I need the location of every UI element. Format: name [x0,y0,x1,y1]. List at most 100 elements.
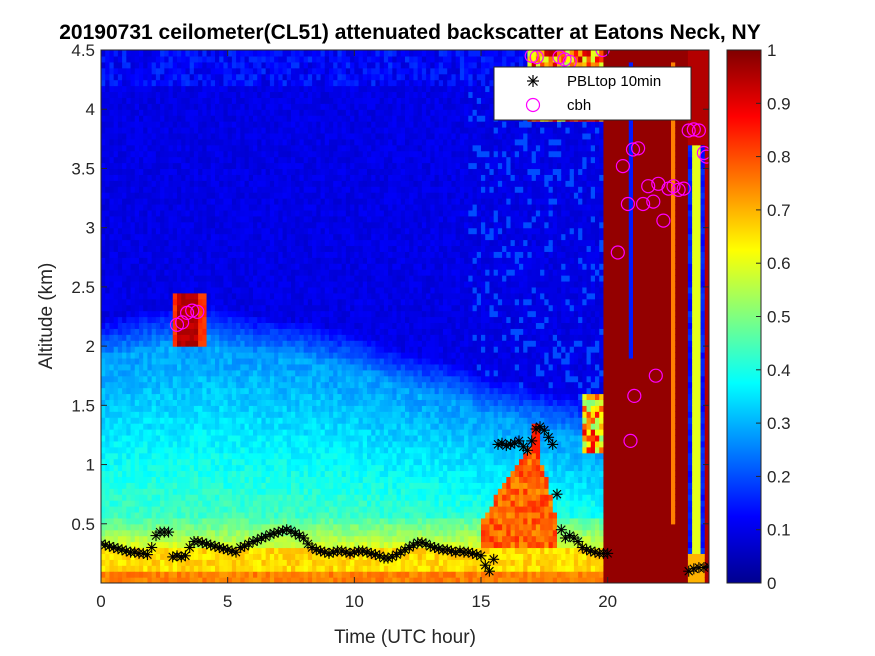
heatmap-cell [286,417,292,424]
heatmap-cell [181,381,187,389]
heatmap-cell [236,375,241,383]
heatmap-cell [278,209,284,217]
heatmap-cell [155,221,161,229]
heatmap-cell [198,369,203,377]
heatmap-cell [177,541,182,549]
heatmap-cell [244,221,250,229]
heatmap-cell [223,340,229,347]
heatmap-cell [316,304,322,312]
heatmap-cell [291,263,296,270]
heatmap-cell [282,458,288,466]
heatmap-cell [257,506,263,513]
heatmap-cell [231,357,237,365]
heatmap-cell [147,482,153,489]
heatmap-cell [122,162,127,170]
heatmap-cell [269,132,275,140]
heatmap-cell [248,192,254,199]
heatmap-cell [160,535,165,543]
heatmap-cell [117,286,123,294]
heatmap-cell [172,61,178,69]
heatmap-cell [101,523,106,531]
heatmap-cell [113,322,119,329]
heatmap-cell [117,186,123,193]
heatmap-cell [193,476,199,483]
heatmap-cell [291,304,296,312]
heatmap-cell [299,423,305,430]
heatmap-cell [278,138,284,146]
heatmap-cell [122,517,127,525]
heatmap-cell [215,470,220,477]
heatmap-cell [278,488,284,495]
heatmap-cell [303,547,309,554]
heatmap-cell [198,186,203,193]
heatmap-cell [143,405,149,412]
heatmap-cell [295,565,301,572]
heatmap-cell [248,541,254,549]
heatmap-cell [139,571,144,578]
heatmap-cell [320,328,326,335]
heatmap-cell [210,316,216,324]
heatmap-cell [286,103,292,110]
heatmap-cell [223,541,229,549]
heatmap-cell [139,399,144,406]
heatmap-cell [253,97,258,104]
heatmap-cell [244,565,250,572]
heatmap-cell [215,559,220,566]
heatmap-cell [312,476,317,483]
heatmap-cell [122,126,127,134]
heatmap-cell [265,138,271,146]
heatmap-cell [168,280,174,288]
heatmap-cell [215,440,220,448]
heatmap-cell [126,198,132,205]
heatmap-cell [181,375,187,383]
heatmap-cell [172,132,178,140]
heatmap-cell [109,547,115,554]
heatmap-cell [101,209,106,217]
heatmap-cell [278,227,284,235]
heatmap-cell [240,316,246,324]
heatmap-cell [177,357,182,365]
heatmap-cell [189,429,195,436]
heatmap-cell [274,523,279,531]
heatmap-cell [202,198,208,205]
heatmap-cell [303,553,309,560]
heatmap-cell [147,251,153,258]
heatmap-cell [117,511,123,519]
heatmap-cell [286,239,292,247]
heatmap-cell [219,458,225,466]
heatmap-cell [265,67,271,75]
heatmap-cell [215,571,220,578]
heatmap-cell [160,434,165,442]
heatmap-cell [236,429,241,436]
heatmap-cell [151,429,157,436]
heatmap-cell [274,369,279,377]
heatmap-cell [130,251,136,258]
heatmap-cell [193,275,199,282]
heatmap-cell [202,103,208,110]
heatmap-cell [113,411,119,418]
heatmap-cell [244,304,250,312]
heatmap-cell [198,239,203,247]
heatmap-cell [198,405,203,412]
heatmap-cell [134,559,140,566]
heatmap-cell [113,138,119,146]
heatmap-cell [244,85,250,93]
heatmap-cell [261,263,267,270]
heatmap-cell [286,482,292,489]
heatmap-cell [172,529,178,537]
heatmap-cell [316,269,322,276]
heatmap-cell [177,417,182,424]
heatmap-cell [130,577,136,583]
heatmap-cell [105,286,111,294]
heatmap-cell [253,138,258,146]
heatmap-cell [168,50,174,57]
heatmap-cell [185,150,191,158]
heatmap-cell [303,494,309,501]
heatmap-cell [130,168,136,175]
heatmap-cell [126,429,132,436]
heatmap-cell [236,553,241,560]
heatmap-cell [122,209,127,217]
heatmap-cell [168,292,174,300]
heatmap-cell [109,476,115,483]
heatmap-cell [295,275,301,282]
